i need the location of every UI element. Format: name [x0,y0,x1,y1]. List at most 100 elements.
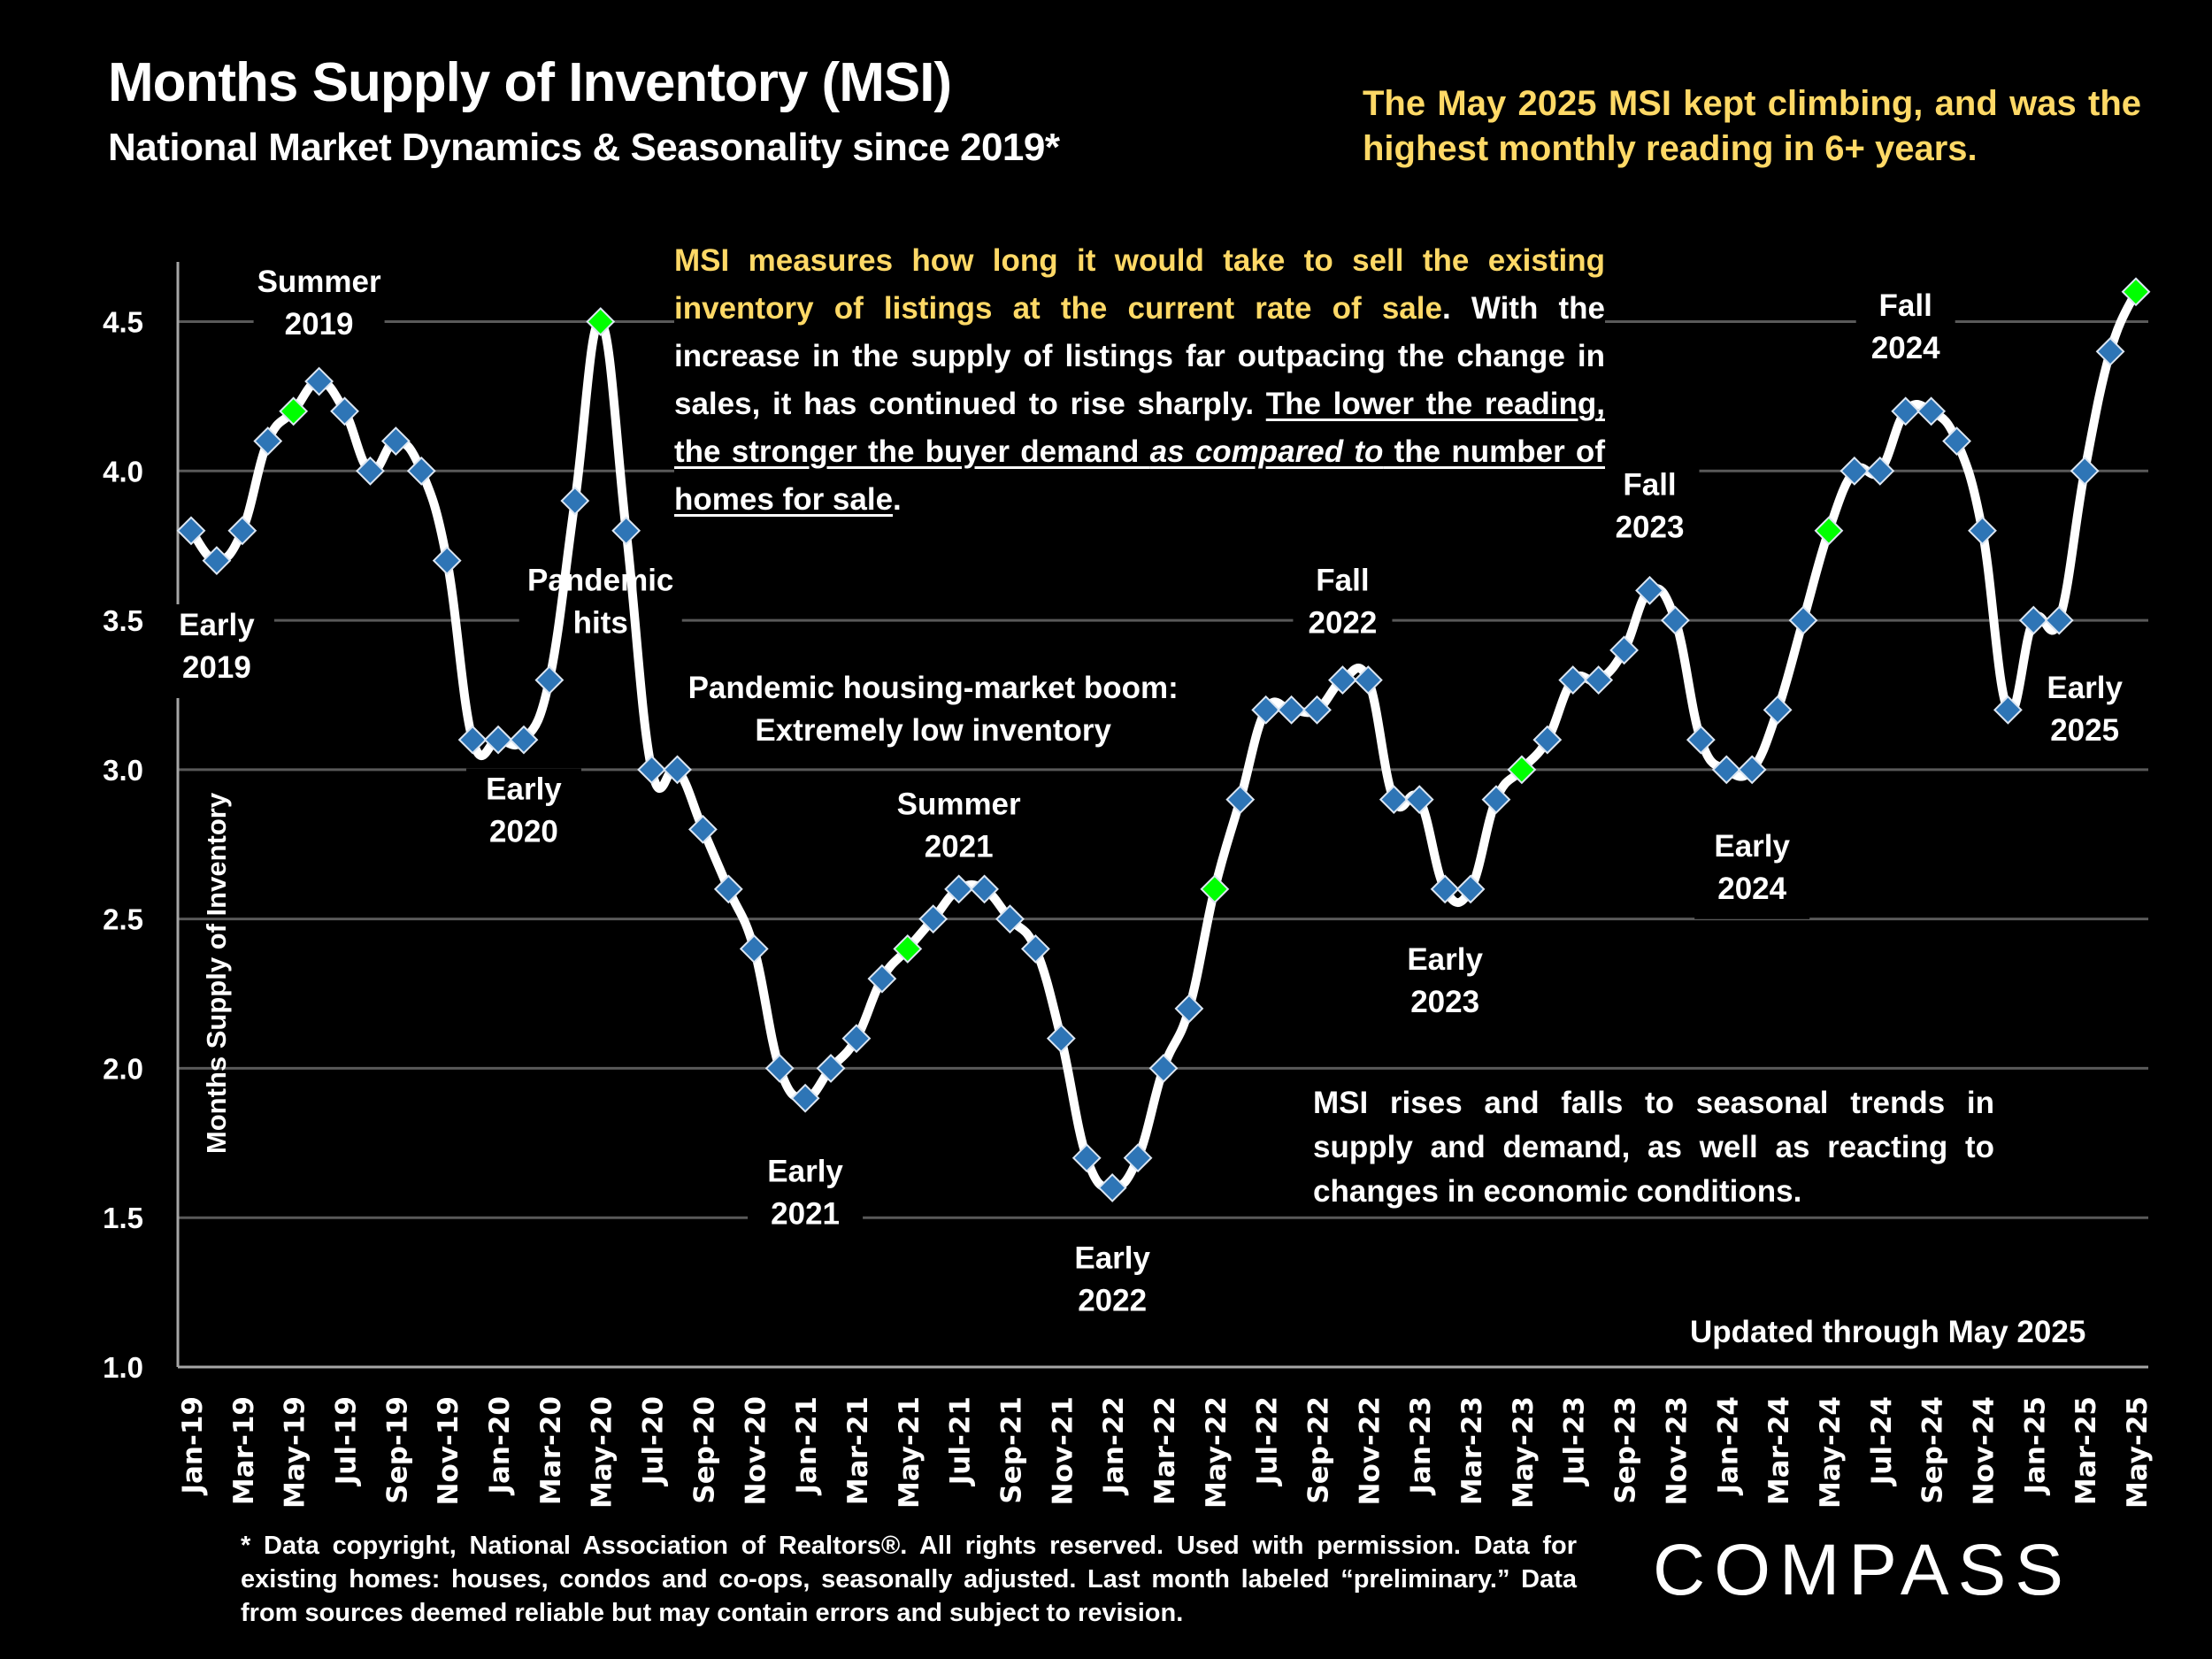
headline-callout: The May 2025 MSI kept climbing, and was … [1363,84,2141,169]
annotation-label: 2023 [1616,510,1685,544]
annotation-label: 2020 [489,815,558,849]
x-tick-label: Sep-24 [1917,1396,1949,1504]
data-point [1737,755,1767,785]
x-tick-label: Jan-19 [177,1396,209,1496]
annotation-label: Fall [1316,563,1369,597]
explanation-highlight: MSI measures how long it would take to s… [674,243,1605,326]
y-tick-label: 4.0 [103,455,143,488]
x-tick-label: Jan-24 [1712,1396,1744,1496]
axes [176,262,2148,1369]
annotation-label: Early [179,608,255,642]
x-tick-label: Nov-23 [1661,1396,1693,1505]
annotation-bg [518,559,682,654]
data-point [457,725,488,755]
data-point [2070,456,2100,486]
data-point [1302,695,1332,725]
data-point [1558,665,1588,695]
y-tick-labels: 1.0 1.5 2.0 2.5 3.0 3.5 4.0 4.5 [103,306,143,1384]
x-tick-label: Nov-24 [1968,1396,2000,1505]
annotation-bg [465,768,581,863]
annotation-label: Summer [257,265,381,299]
data-point [483,725,513,755]
data-point [739,933,769,964]
data-point [1353,665,1383,695]
data-point [356,456,385,486]
x-tick-labels: Jan-19 Mar-19 May-19 Jul-19 Sep-19 Nov-19 Jan-… [177,1396,2154,1509]
annotation-bg [1694,825,1810,919]
data-point [816,1054,846,1083]
annotation-label: 2019 [182,650,251,685]
annotations: Early 2019 Summer 2019 Early 2020 Pandemic hits… [179,265,2123,1318]
data-point [330,396,359,426]
annotation-label: 2021 [925,830,994,864]
annotation-label: Early [1714,829,1790,864]
annotation-label: Early [1074,1241,1150,1276]
annotation-bg [1055,1237,1171,1332]
data-point [1942,426,1971,456]
annotation-bg [1855,284,1955,379]
annotation-bg [158,603,274,698]
x-tick-label: Mar-22 [1149,1396,1181,1505]
explanation-underlined-b: the number of homes for sale [674,434,1605,517]
x-tick-label: Nov-20 [740,1396,772,1505]
y-tick-label: 3.0 [103,754,143,787]
data-point [1635,575,1664,605]
data-point [202,546,232,575]
annotation-backgrounds [158,260,2143,1332]
annotation-label: Summer [897,787,1021,822]
data-point [1993,695,2023,725]
data-point [1404,785,1434,815]
explanation-underlined-a: The lower the reading, the stronger the … [674,387,1605,469]
data-point [432,546,462,575]
x-tick-label: May-23 [1508,1396,1540,1509]
data-point [1763,695,1793,725]
data-point [2044,605,2074,635]
annotation-label: Extremely low inventory [755,713,1111,748]
data-point [867,964,897,994]
annotation-bg [1387,939,1503,1033]
updated-note: Updated through May 2025 [1690,1315,2086,1349]
x-tick-label: Mar-25 [2070,1396,2102,1505]
data-point [2095,336,2125,366]
data-point-highlight [2121,277,2151,307]
data-point [944,874,974,904]
x-tick-label: Jul-23 [1559,1396,1591,1486]
x-tick-label: Mar-24 [1763,1396,1795,1505]
data-point [1097,1173,1127,1202]
y-axis-label: Months Supply of Inventory [201,792,232,1154]
x-tick-label: Nov-21 [1047,1396,1079,1505]
data-point [1711,755,1741,785]
data-point [2018,605,2048,635]
annotation-label: 2022 [1309,605,1378,640]
data-point [1584,665,1614,695]
annotation-label: 2021 [771,1197,840,1232]
data-point-highlight [1814,516,1844,546]
annotation-bg [748,1150,864,1245]
data-point [534,665,565,695]
x-tick-label: Sep-19 [381,1396,413,1504]
data-point [1430,874,1460,904]
annotation-label: 2022 [1078,1284,1147,1318]
x-tick-label: Jul-22 [1252,1396,1284,1486]
annotation-label: Fall [1623,467,1676,502]
data-point [1123,1143,1153,1173]
seasonal-note: MSI rises and falls to seasonal trends i… [1313,1081,1994,1214]
annotation-label: 2019 [285,307,354,342]
x-tick-label: Sep-22 [1303,1396,1335,1504]
data-point [1455,874,1486,904]
data-point [304,366,334,396]
data-point-highlight [279,396,309,426]
data-point [1839,456,1870,486]
data-point [406,456,436,486]
x-tick-label: May-25 [2122,1396,2154,1509]
x-tick-label: May-21 [894,1396,926,1509]
data-point [1532,725,1563,755]
data-point [970,874,999,904]
annotation-bg [684,666,1182,761]
data-point [790,1083,820,1113]
annotation-label: Early [767,1155,843,1189]
annotation-label: Early [486,772,562,807]
data-point [1225,785,1256,815]
data-point [1609,635,1639,665]
data-point [1481,785,1511,815]
